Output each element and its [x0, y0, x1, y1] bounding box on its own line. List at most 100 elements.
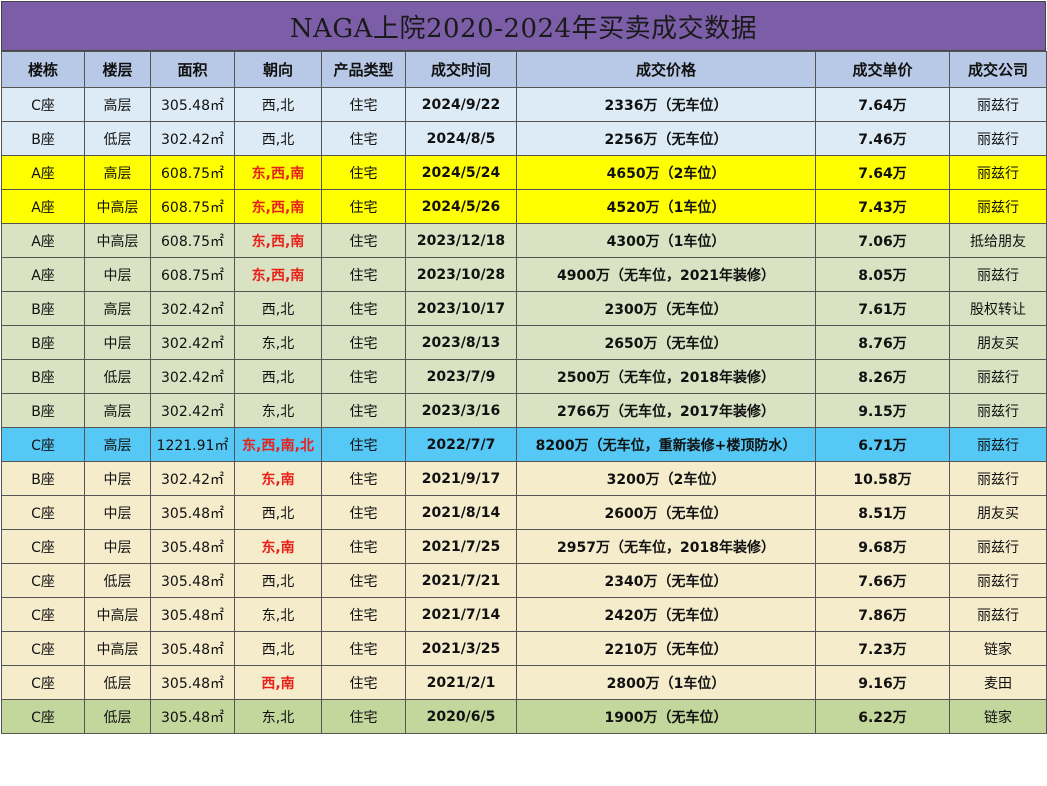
- cell-floor: 高层: [84, 155, 151, 190]
- cell-orientation: 东,西,南: [234, 223, 322, 258]
- cell-orientation: 东,北: [234, 393, 322, 428]
- cell-orientation: 东,南: [234, 529, 322, 564]
- cell-deal-date: 2024/9/22: [405, 87, 517, 122]
- cell-unit-price: 7.43万: [815, 189, 950, 224]
- cell-orientation: 东,西,南: [234, 189, 322, 224]
- cell-building: A座: [1, 223, 85, 258]
- cell-building: A座: [1, 155, 85, 190]
- cell-deal-date: 2021/9/17: [405, 461, 517, 496]
- cell-deal-date: 2022/7/7: [405, 427, 517, 462]
- cell-deal-date: 2021/7/14: [405, 597, 517, 632]
- cell-area: 302.42㎡: [150, 359, 235, 394]
- cell-unit-price: 7.86万: [815, 597, 950, 632]
- cell-deal-price: 2336万（无车位）: [516, 87, 816, 122]
- table-row: B座 高层 302.42㎡ 西,北 住宅 2023/10/17 2300万（无车位） 7.61…: [1, 291, 1047, 326]
- transactions-table: 楼栋 楼层 面积 朝向 产品类型 成交时间 成交价格 成交单价 成交公司 C座高…: [1, 51, 1047, 734]
- header-floor: 楼层: [84, 51, 151, 88]
- cell-deal-price: 2256万（无车位）: [516, 121, 816, 156]
- cell-area: 305.48㎡: [150, 563, 235, 598]
- cell-building: C座: [1, 427, 85, 462]
- cell-deal-price: 4900万（无车位，2021年装修）: [516, 257, 816, 292]
- cell-floor: 中高层: [84, 223, 151, 258]
- cell-deal-price: 2420万（无车位）: [516, 597, 816, 632]
- cell-agency: 丽兹行: [949, 189, 1047, 224]
- cell-area: 305.48㎡: [150, 631, 235, 666]
- cell-floor: 中层: [84, 495, 151, 530]
- cell-deal-date: 2023/12/18: [405, 223, 517, 258]
- cell-floor: 中层: [84, 325, 151, 360]
- cell-unit-price: 7.64万: [815, 155, 950, 190]
- cell-agency: 链家: [949, 699, 1047, 734]
- cell-area: 302.42㎡: [150, 461, 235, 496]
- cell-floor: 高层: [84, 427, 151, 462]
- table-row: B座 中层 302.42㎡ 东,南 住宅 2021/9/17 3200万（2车位） 10.58…: [1, 461, 1047, 496]
- cell-unit-price: 10.58万: [815, 461, 950, 496]
- cell-area: 305.48㎡: [150, 665, 235, 700]
- cell-orientation: 西,北: [234, 495, 322, 530]
- cell-deal-price: 2600万（无车位）: [516, 495, 816, 530]
- cell-agency: 朋友买: [949, 325, 1047, 360]
- spreadsheet: NAGA上院2020-2024年买卖成交数据 楼栋 楼层 面积 朝向 产品类型 …: [1, 1, 1047, 734]
- cell-floor: 高层: [84, 291, 151, 326]
- cell-area: 305.48㎡: [150, 597, 235, 632]
- cell-deal-price: 2957万（无车位，2018年装修）: [516, 529, 816, 564]
- cell-agency: 丽兹行: [949, 529, 1047, 564]
- table-row: C座 低层 305.48㎡ 西,北 住宅 2021/7/21 2340万（无车位） 7.66万…: [1, 563, 1047, 598]
- cell-building: B座: [1, 291, 85, 326]
- cell-area: 302.42㎡: [150, 393, 235, 428]
- cell-area: 608.75㎡: [150, 189, 235, 224]
- table-row: A座 高层 608.75㎡ 东,西,南 住宅 2024/5/24 4650万（2车位） 7.6…: [1, 155, 1047, 190]
- cell-floor: 中层: [84, 461, 151, 496]
- cell-orientation: 东,西,南: [234, 155, 322, 190]
- table-row: C座 高层 305.48㎡ 西,北 住宅 2024/9/22 2336万（无车位） 7.64万…: [1, 87, 1047, 122]
- cell-building: C座: [1, 495, 85, 530]
- cell-deal-price: 1900万（无车位）: [516, 699, 816, 734]
- cell-agency: 抵给朋友: [949, 223, 1047, 258]
- cell-orientation: 东,北: [234, 597, 322, 632]
- cell-unit-price: 7.61万: [815, 291, 950, 326]
- cell-area: 608.75㎡: [150, 257, 235, 292]
- cell-unit-price: 7.06万: [815, 223, 950, 258]
- cell-building: A座: [1, 257, 85, 292]
- cell-deal-date: 2023/10/17: [405, 291, 517, 326]
- table-row: B座 低层 302.42㎡ 西,北 住宅 2023/7/9 2500万（无车位，2018年装…: [1, 359, 1047, 394]
- cell-deal-date: 2024/8/5: [405, 121, 517, 156]
- table-row: B座 低层 302.42㎡ 西,北 住宅 2024/8/5 2256万（无车位） 7.46万丽…: [1, 121, 1047, 156]
- cell-agency: 丽兹行: [949, 121, 1047, 156]
- cell-building: C座: [1, 87, 85, 122]
- header-area: 面积: [150, 51, 235, 88]
- cell-agency: 朋友买: [949, 495, 1047, 530]
- table-body: C座 高层 305.48㎡ 西,北 住宅 2024/9/22 2336万（无车位） 7.64万…: [1, 87, 1047, 734]
- cell-unit-price: 6.71万: [815, 427, 950, 462]
- header-deal-price: 成交价格: [516, 51, 816, 88]
- cell-area: 305.48㎡: [150, 495, 235, 530]
- table-row: C座 低层 305.48㎡ 东,北 住宅 2020/6/5 1900万（无车位） 6.22万链…: [1, 699, 1047, 734]
- cell-floor: 高层: [84, 393, 151, 428]
- cell-product-type: 住宅: [321, 189, 406, 224]
- cell-agency: 麦田: [949, 665, 1047, 700]
- cell-unit-price: 8.05万: [815, 257, 950, 292]
- table-row: A座 中层 608.75㎡ 东,西,南 住宅 2023/10/28 4900万（无车位，20…: [1, 257, 1047, 292]
- cell-product-type: 住宅: [321, 631, 406, 666]
- cell-area: 302.42㎡: [150, 291, 235, 326]
- cell-deal-date: 2021/3/25: [405, 631, 517, 666]
- sheet-title: NAGA上院2020-2024年买卖成交数据: [1, 1, 1046, 51]
- table-row: C座 低层 305.48㎡ 西,南 住宅 2021/2/1 2800万（1车位） 9.16万麦…: [1, 665, 1047, 700]
- table-row: C座 中层 305.48㎡ 东,南 住宅 2021/7/25 2957万（无车位，2018年…: [1, 529, 1047, 564]
- cell-unit-price: 6.22万: [815, 699, 950, 734]
- cell-building: C座: [1, 597, 85, 632]
- cell-orientation: 东,北: [234, 699, 322, 734]
- cell-deal-date: 2020/6/5: [405, 699, 517, 734]
- cell-floor: 低层: [84, 121, 151, 156]
- cell-product-type: 住宅: [321, 665, 406, 700]
- cell-area: 305.48㎡: [150, 699, 235, 734]
- cell-building: A座: [1, 189, 85, 224]
- table-row: B座 中层 302.42㎡ 东,北 住宅 2023/8/13 2650万（无车位） 8.76万…: [1, 325, 1047, 360]
- cell-building: C座: [1, 529, 85, 564]
- cell-floor: 中层: [84, 257, 151, 292]
- cell-unit-price: 7.23万: [815, 631, 950, 666]
- cell-orientation: 西,北: [234, 563, 322, 598]
- cell-orientation: 东,南: [234, 461, 322, 496]
- cell-area: 608.75㎡: [150, 223, 235, 258]
- cell-unit-price: 8.51万: [815, 495, 950, 530]
